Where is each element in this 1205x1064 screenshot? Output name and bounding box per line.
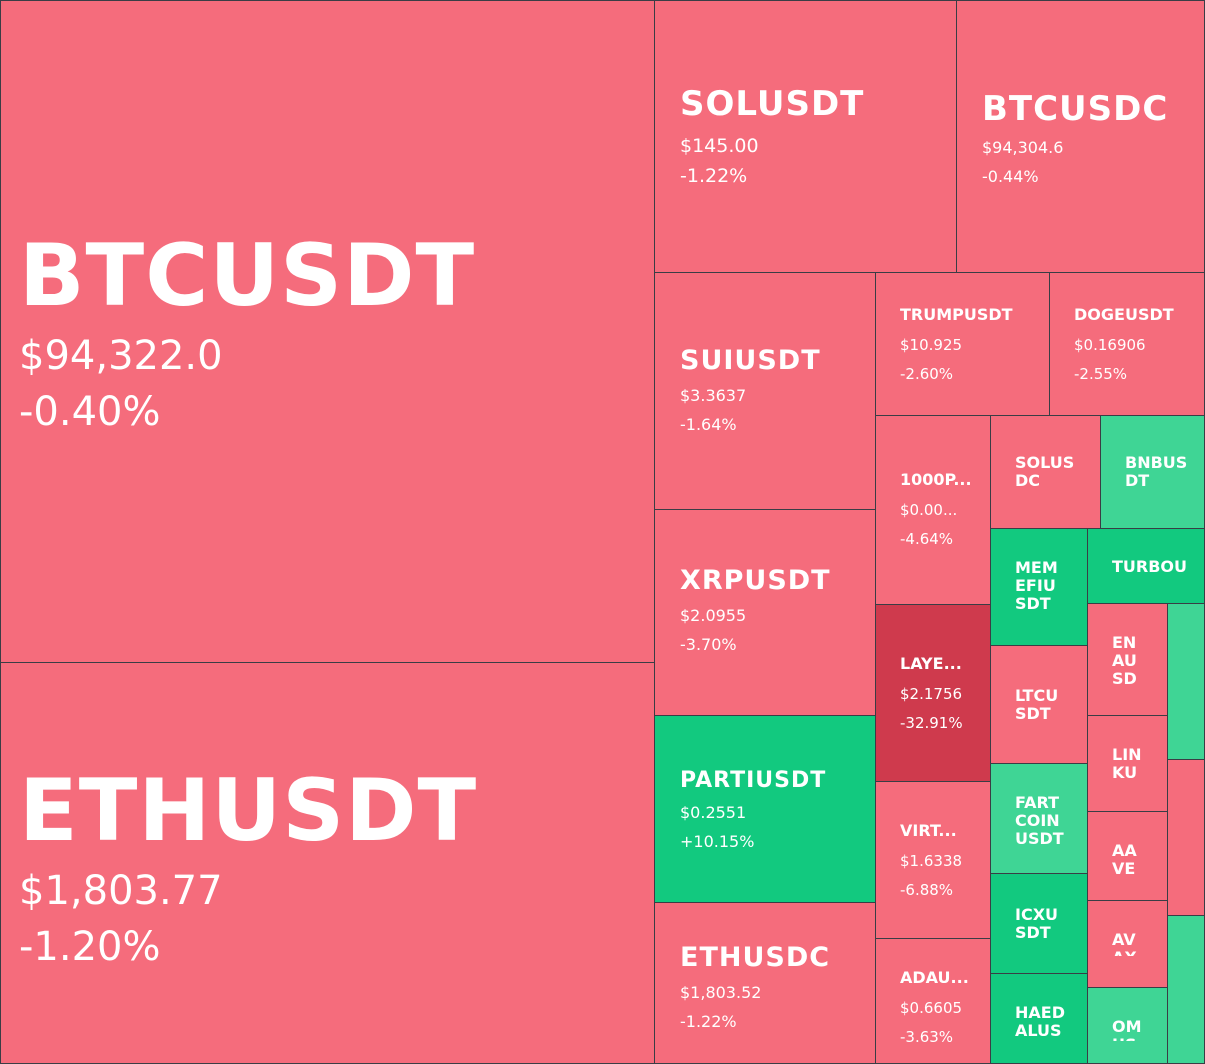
tile-haedalus[interactable]: HAED ALUS xyxy=(990,973,1088,1064)
tile-change: -0.44% xyxy=(982,167,1039,187)
tile-solusdt[interactable]: SOLUSDT $145.00 -1.22% xyxy=(654,0,957,273)
tile-symbol: BNBUS DT xyxy=(1125,453,1188,490)
tile-aave[interactable]: AA VE xyxy=(1087,811,1168,901)
tile-change: -32.91% xyxy=(900,714,963,733)
tile-symbol: AA VE xyxy=(1112,842,1137,874)
tile-adau[interactable]: ADAU... $0.6605 -3.63% xyxy=(875,938,991,1064)
tile-price: $0.00... xyxy=(900,501,958,520)
tile-ethusdt[interactable]: ETHUSDT $1,803.77 -1.20% xyxy=(0,662,655,1064)
tile-change: -3.63% xyxy=(900,1028,954,1047)
tile-change: -0.40% xyxy=(19,389,161,435)
tile-symbol: ETHUSDC xyxy=(680,942,831,973)
tile-memefiusdt[interactable]: MEM EFIU SDT xyxy=(990,528,1088,646)
tile-price: $10.925 xyxy=(900,336,963,355)
tile-fartcoinusdt[interactable]: FART COIN USDT xyxy=(990,763,1088,874)
tile-price: $0.2551 xyxy=(680,803,747,823)
tile-price: $2.0955 xyxy=(680,605,747,625)
tile-change: -4.64% xyxy=(900,530,954,549)
tile-symbol: FART COIN USDT xyxy=(1015,794,1064,846)
tile-symbol: TRUMPUSDT xyxy=(900,305,1013,324)
tile-symbol: SOLUSDT xyxy=(680,84,865,124)
tile-bnbusdt[interactable]: BNBUS DT xyxy=(1100,415,1205,529)
tile-btcusdc[interactable]: BTCUSDC $94,304.6 -0.44% xyxy=(956,0,1205,273)
tile-unlabeled-2[interactable] xyxy=(1167,759,1205,916)
tile-avax[interactable]: AV AX xyxy=(1087,900,1168,988)
tile-symbol: AV AX xyxy=(1112,931,1137,956)
tile-dogeusdt[interactable]: DOGEUSDT $0.16906 -2.55% xyxy=(1049,272,1205,416)
tile-change: +10.15% xyxy=(680,832,755,852)
tile-1000p[interactable]: 1000P... $0.00... -4.64% xyxy=(875,415,991,605)
tile-unlabeled-3[interactable] xyxy=(1167,915,1205,1064)
tile-change: -2.60% xyxy=(900,365,954,384)
tile-laye[interactable]: LAYE... $2.1756 -32.91% xyxy=(875,604,991,782)
tile-symbol: SOLUS DC xyxy=(1015,453,1075,490)
tile-ethusdc[interactable]: ETHUSDC $1,803.52 -1.22% xyxy=(654,902,876,1064)
tile-symbol: DOGEUSDT xyxy=(1074,305,1174,324)
tile-price: $2.1756 xyxy=(900,685,963,704)
tile-trumpusdt[interactable]: TRUMPUSDT $10.925 -2.60% xyxy=(875,272,1050,416)
tile-change: -1.22% xyxy=(680,1011,737,1031)
tile-symbol: LAYE... xyxy=(900,654,962,673)
tile-price: $1.6338 xyxy=(900,852,963,871)
tile-change: -1.64% xyxy=(680,414,737,434)
tile-symbol: OM US xyxy=(1112,1018,1142,1041)
tile-price: $1,803.52 xyxy=(680,982,762,1002)
tile-symbol: HAED ALUS xyxy=(1015,1003,1065,1040)
tile-enausd[interactable]: EN AU SD xyxy=(1087,603,1168,716)
tile-change: -6.88% xyxy=(900,881,954,900)
tile-symbol: MEM EFIU SDT xyxy=(1015,558,1058,613)
tile-solusdc[interactable]: SOLUS DC xyxy=(990,415,1101,529)
tile-icxusdt[interactable]: ICXU SDT xyxy=(990,873,1088,974)
tile-symbol: PARTIUSDT xyxy=(680,768,827,793)
tile-symbol: ADAU... xyxy=(900,968,969,987)
tile-xrpusdt[interactable]: XRPUSDT $2.0955 -3.70% xyxy=(654,509,876,716)
tile-symbol: SUIUSDT xyxy=(680,345,821,376)
tile-linku[interactable]: LIN KU xyxy=(1087,715,1168,812)
tile-symbol: VIRT... xyxy=(900,821,957,840)
tile-symbol: ETHUSDT xyxy=(19,761,478,861)
tile-symbol: LTCU SDT xyxy=(1015,686,1059,723)
tile-symbol: LIN KU xyxy=(1112,745,1142,782)
tile-price: $1,803.77 xyxy=(19,868,223,914)
tile-omus[interactable]: OM US xyxy=(1087,987,1168,1064)
tile-virt[interactable]: VIRT... $1.6338 -6.88% xyxy=(875,781,991,939)
tile-symbol: ICXU SDT xyxy=(1015,905,1059,942)
tile-change: -1.20% xyxy=(19,924,161,970)
tile-price: $0.16906 xyxy=(1074,336,1146,355)
tile-price: $94,322.0 xyxy=(19,333,223,379)
tile-change: -2.55% xyxy=(1074,365,1128,384)
tile-suiusdt[interactable]: SUIUSDT $3.3637 -1.64% xyxy=(654,272,876,510)
tile-symbol: BTCUSDC xyxy=(982,89,1169,129)
tile-turbou[interactable]: TURBOU xyxy=(1087,528,1205,604)
tile-change: -1.22% xyxy=(680,165,748,188)
tile-symbol: BTCUSDT xyxy=(19,226,476,326)
tile-change: -3.70% xyxy=(680,634,737,654)
tile-btcusdt[interactable]: BTCUSDT $94,322.0 -0.40% xyxy=(0,0,655,663)
tile-symbol: EN AU SD xyxy=(1112,633,1137,688)
tile-symbol: TURBOU xyxy=(1112,557,1188,576)
tile-unlabeled-1[interactable] xyxy=(1167,603,1205,760)
tile-partiusdt[interactable]: PARTIUSDT $0.2551 +10.15% xyxy=(654,715,876,903)
tile-price: $94,304.6 xyxy=(982,138,1064,158)
tile-price: $3.3637 xyxy=(680,385,747,405)
tile-ltcusdt[interactable]: LTCU SDT xyxy=(990,645,1088,764)
tile-symbol: XRPUSDT xyxy=(680,565,831,596)
tile-symbol: 1000P... xyxy=(900,470,972,489)
tile-price: $0.6605 xyxy=(900,999,963,1018)
tile-price: $145.00 xyxy=(680,135,759,158)
